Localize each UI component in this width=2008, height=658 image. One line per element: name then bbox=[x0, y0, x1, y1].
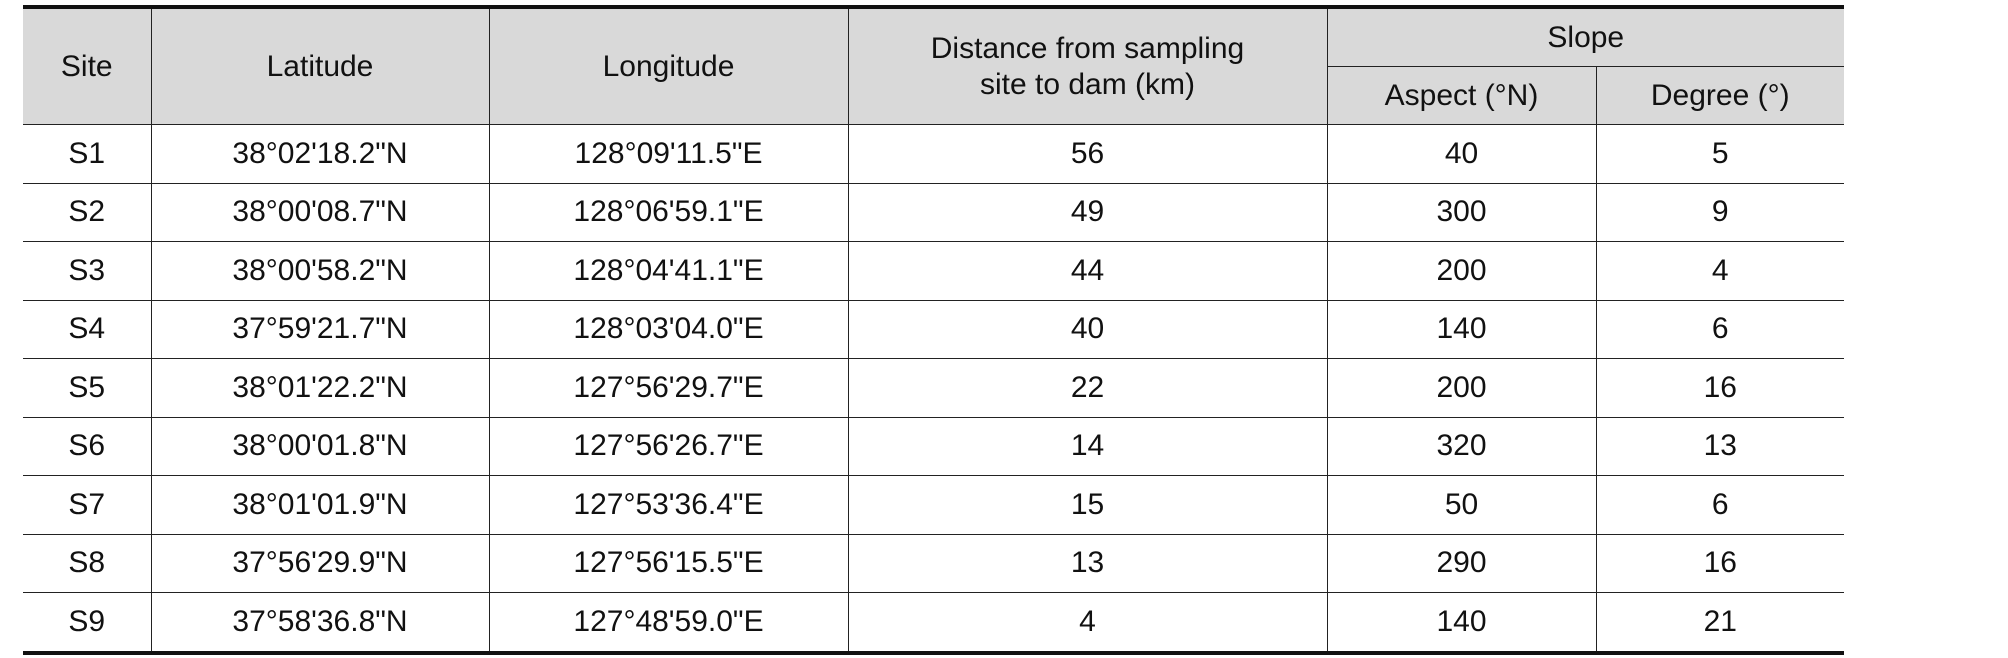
table-cell: 127°56'15.5"E bbox=[488, 534, 849, 593]
table-cell: 21 bbox=[1595, 592, 1845, 655]
table-cell: 6 bbox=[1595, 475, 1845, 535]
table-cell: 127°56'29.7"E bbox=[488, 358, 849, 418]
table-cell: 5 bbox=[1595, 124, 1845, 184]
table-cell: 128°04'41.1"E bbox=[488, 241, 849, 301]
table-body: S1 38°02'18.2"N 128°09'11.5"E 56 40 5 S2 38°00'… bbox=[23, 124, 1845, 655]
table-row: S8 37°56'29.9"N 127°56'15.5"E 13 290 16 bbox=[23, 534, 1845, 593]
table-cell: S1 bbox=[23, 124, 152, 184]
table-cell: 16 bbox=[1595, 534, 1845, 593]
table-cell: 13 bbox=[1595, 417, 1845, 476]
table-cell: 40 bbox=[847, 300, 1328, 359]
table-cell: 22 bbox=[847, 358, 1328, 418]
table-cell: 4 bbox=[847, 592, 1328, 655]
table-cell: 15 bbox=[847, 475, 1328, 535]
table-cell: S9 bbox=[23, 592, 152, 655]
table-cell: S2 bbox=[23, 183, 152, 242]
table-cell: 140 bbox=[1326, 300, 1597, 359]
table-cell: 38°01'22.2"N bbox=[150, 358, 490, 418]
table-cell: 290 bbox=[1326, 534, 1597, 593]
header-cell: Site bbox=[23, 5, 152, 125]
table-cell: S4 bbox=[23, 300, 152, 359]
header-cell: Latitude bbox=[150, 5, 490, 125]
table-row: S9 37°58'36.8"N 127°48'59.0"E 4 140 21 bbox=[23, 592, 1845, 655]
header-cell: Degree (°) bbox=[1595, 66, 1845, 125]
table-row: S4 37°59'21.7"N 128°03'04.0"E 40 140 6 bbox=[23, 300, 1845, 359]
table-cell: 38°02'18.2"N bbox=[150, 124, 490, 184]
table-cell: 16 bbox=[1595, 358, 1845, 418]
table-cell: 37°59'21.7"N bbox=[150, 300, 490, 359]
table-cell: 50 bbox=[1326, 475, 1597, 535]
header-cell: Slope bbox=[1326, 5, 1845, 67]
table-cell: 127°48'59.0"E bbox=[488, 592, 849, 655]
header-row: Aspect (°N) Degree (°) bbox=[23, 66, 1845, 125]
table-cell: 49 bbox=[847, 183, 1328, 242]
table-cell: 40 bbox=[1326, 124, 1597, 184]
data-table: Site Latitude Longitude Distance from sa… bbox=[23, 5, 1845, 655]
table-cell: 37°58'36.8"N bbox=[150, 592, 490, 655]
header-row: Site Latitude Longitude Distance from sa… bbox=[23, 5, 1845, 125]
table-cell: 9 bbox=[1595, 183, 1845, 242]
table-cell: 140 bbox=[1326, 592, 1597, 655]
table-cell: 320 bbox=[1326, 417, 1597, 476]
table-cell: 127°53'36.4"E bbox=[488, 475, 849, 535]
table-row: S5 38°01'22.2"N 127°56'29.7"E 22 200 16 bbox=[23, 358, 1845, 418]
table-cell: 44 bbox=[847, 241, 1328, 301]
table-header: Site Latitude Longitude Distance from sa… bbox=[23, 5, 1845, 125]
table-row: S3 38°00'58.2"N 128°04'41.1"E 44 200 4 bbox=[23, 241, 1845, 301]
table-cell: 37°56'29.9"N bbox=[150, 534, 490, 593]
table-cell: 128°03'04.0"E bbox=[488, 300, 849, 359]
table-cell: 200 bbox=[1326, 241, 1597, 301]
header-cell: Longitude bbox=[488, 5, 849, 125]
table-cell: 13 bbox=[847, 534, 1328, 593]
table-cell: S8 bbox=[23, 534, 152, 593]
header-cell: Distance from sampling site to dam (km) bbox=[847, 5, 1328, 125]
table-cell: 200 bbox=[1326, 358, 1597, 418]
table-cell: 128°09'11.5"E bbox=[488, 124, 849, 184]
table-cell: S3 bbox=[23, 241, 152, 301]
table-cell: 6 bbox=[1595, 300, 1845, 359]
table-cell: 127°56'26.7"E bbox=[488, 417, 849, 476]
table-cell: S5 bbox=[23, 358, 152, 418]
table-cell: 38°00'01.8"N bbox=[150, 417, 490, 476]
table-cell: 14 bbox=[847, 417, 1328, 476]
table-cell: S6 bbox=[23, 417, 152, 476]
header-cell: Aspect (°N) bbox=[1327, 66, 1597, 125]
table-cell: 56 bbox=[847, 124, 1328, 184]
table-cell: 38°00'08.7"N bbox=[150, 183, 490, 242]
table-row: S2 38°00'08.7"N 128°06'59.1"E 49 300 9 bbox=[23, 183, 1845, 242]
table-row: S7 38°01'01.9"N 127°53'36.4"E 15 50 6 bbox=[23, 475, 1845, 535]
table-cell: 128°06'59.1"E bbox=[488, 183, 849, 242]
table-cell: 300 bbox=[1326, 183, 1597, 242]
table-row: S1 38°02'18.2"N 128°09'11.5"E 56 40 5 bbox=[23, 124, 1845, 184]
table-row: S6 38°00'01.8"N 127°56'26.7"E 14 320 13 bbox=[23, 417, 1845, 476]
table-cell: 4 bbox=[1595, 241, 1845, 301]
table-cell: 38°01'01.9"N bbox=[150, 475, 490, 535]
table-cell: S7 bbox=[23, 475, 152, 535]
table-cell: 38°00'58.2"N bbox=[150, 241, 490, 301]
